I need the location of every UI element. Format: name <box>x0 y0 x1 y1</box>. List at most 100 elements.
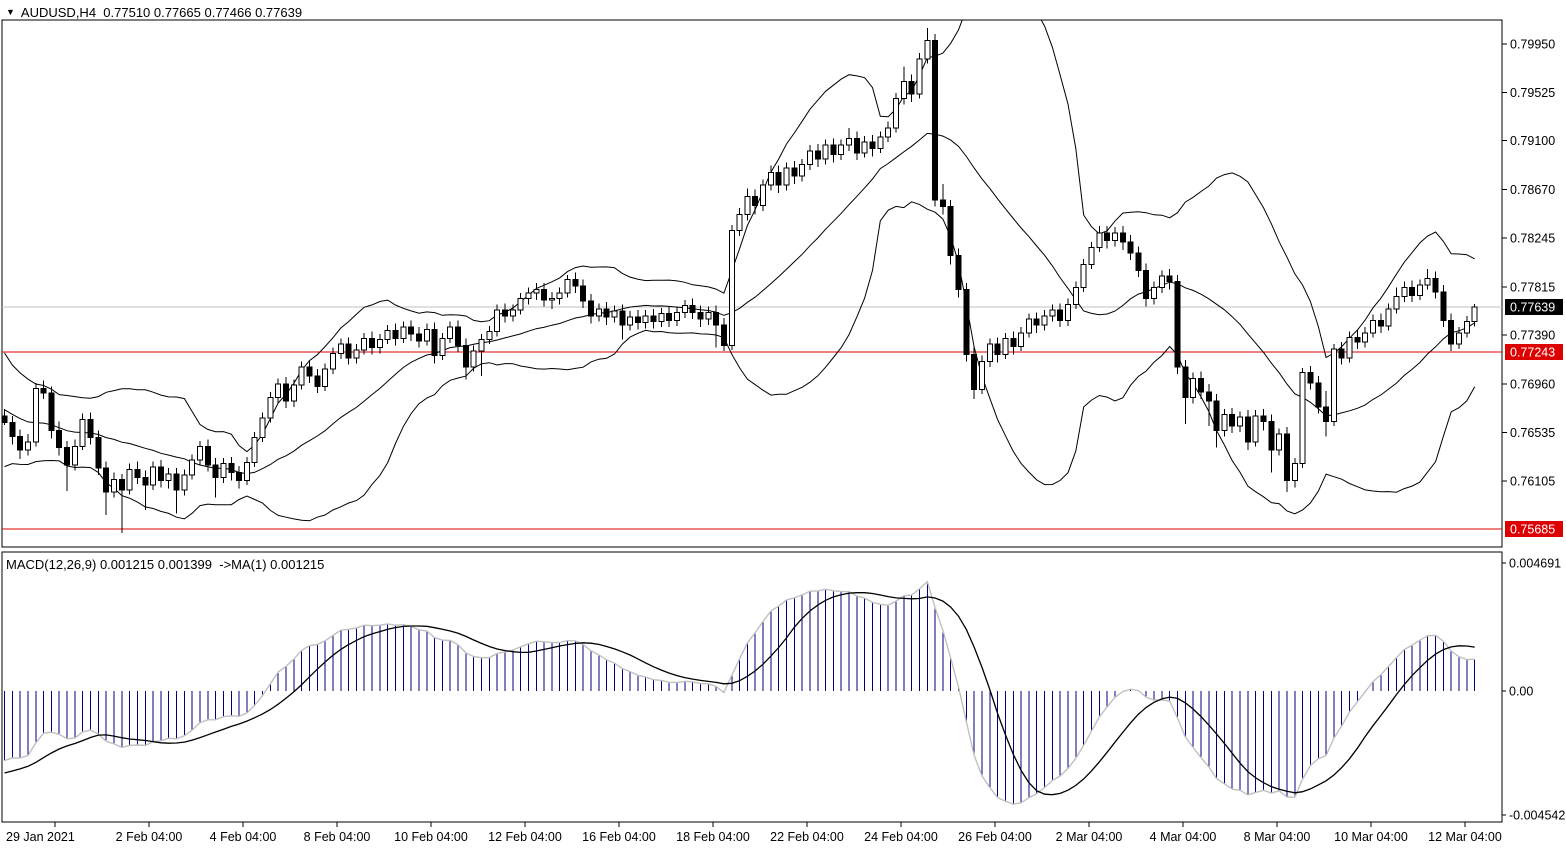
candle-body <box>1393 295 1400 310</box>
candle-body <box>1010 338 1017 347</box>
price-level-badge-text: 0.77639 <box>1510 300 1555 314</box>
candle-body <box>619 310 626 326</box>
price-level-badge-text: 0.75685 <box>1510 523 1555 537</box>
candle-body <box>830 144 837 155</box>
candle-body <box>838 144 845 155</box>
candle-body <box>306 366 313 377</box>
candle-body <box>189 459 196 476</box>
main-chart-panel <box>2 20 1502 533</box>
candle-body <box>1409 286 1416 296</box>
candle-body <box>1424 277 1431 286</box>
price-tick-label: 0.77815 <box>1510 280 1555 294</box>
price-level-badge <box>1505 298 1563 315</box>
candle-body <box>275 383 282 399</box>
price-level-badge <box>1505 521 1563 537</box>
candle-body <box>947 206 954 257</box>
candle-body <box>822 144 829 160</box>
time-tick-label: 16 Feb 04:00 <box>582 830 656 844</box>
candle-body <box>1448 319 1455 345</box>
symbol-label: AUDUSD,H4 <box>20 5 97 20</box>
candle-body <box>369 338 376 349</box>
candle-body <box>666 313 673 321</box>
candle-body <box>1471 306 1478 322</box>
candle-body <box>1221 414 1228 432</box>
candle-body <box>533 289 540 294</box>
candle-body <box>986 343 993 362</box>
candle-body <box>361 338 368 351</box>
macd-signal-label: ->MA(1) <box>215 557 267 572</box>
candle-body <box>760 184 767 206</box>
candle-body <box>236 472 243 482</box>
candle-body <box>110 479 117 493</box>
candle-body <box>2 415 8 424</box>
candle-body <box>908 81 915 95</box>
candle-body <box>1385 308 1392 327</box>
ohlc-readout: 0.77510 0.77665 0.77466 0.77639 <box>103 5 303 20</box>
candle-body <box>439 338 446 357</box>
candle-body <box>415 333 422 342</box>
price-level-badge-text: 0.77243 <box>1510 345 1555 359</box>
candlesticks <box>2 28 1478 533</box>
candle-body <box>541 289 548 301</box>
time-tick-label: 26 Feb 04:00 <box>958 830 1032 844</box>
candle-body <box>689 305 696 313</box>
candle-body <box>853 137 860 154</box>
time-tick-label: 2 Mar 04:00 <box>1056 830 1123 844</box>
candle-body <box>674 311 681 321</box>
macd-axis-label: 0.004691 <box>1509 557 1561 571</box>
candle-body <box>64 447 71 466</box>
macd-label: MACD(12,26,9) <box>6 557 97 572</box>
candle-body <box>501 309 508 317</box>
candle-body <box>877 136 884 150</box>
candle-body <box>1330 348 1337 423</box>
candle-body <box>1237 416 1244 427</box>
candle-body <box>353 349 360 359</box>
candle-body <box>1080 264 1087 288</box>
macd-axis-label: -0.004542 <box>1509 809 1565 823</box>
candle-body <box>720 324 727 346</box>
candle-body <box>1370 319 1376 334</box>
candle-body <box>595 308 602 317</box>
candle-body <box>197 446 203 461</box>
candle-body <box>79 418 86 448</box>
candle-body <box>24 441 31 451</box>
candle-body <box>181 474 188 491</box>
candle-body <box>392 330 399 340</box>
candle-body <box>337 343 344 354</box>
candle-body <box>509 309 516 317</box>
candle-body <box>322 368 329 387</box>
candle-body <box>900 81 907 100</box>
price-tick-label: 0.76105 <box>1510 475 1555 489</box>
candle-body <box>1346 336 1353 359</box>
time-tick-label: 12 Mar 04:00 <box>1428 830 1502 844</box>
candle-body <box>1033 318 1040 326</box>
candle-body <box>1119 232 1126 243</box>
candle-body <box>400 326 407 340</box>
candle-body <box>1440 291 1447 321</box>
candle-body <box>846 137 853 146</box>
candle-body <box>1456 332 1463 345</box>
candle-body <box>525 292 532 300</box>
time-tick-label: 10 Feb 04:00 <box>394 830 468 844</box>
candle-body <box>713 311 720 326</box>
candle-body <box>376 339 383 349</box>
candle-body <box>1354 336 1361 343</box>
candle-body <box>791 167 798 177</box>
time-tick-label: 4 Mar 04:00 <box>1150 830 1217 844</box>
candle-body <box>329 352 336 370</box>
candle-body <box>408 326 415 335</box>
candle-body <box>1197 377 1204 393</box>
candle-body <box>916 58 923 95</box>
candle-body <box>56 430 63 449</box>
price-tick-label: 0.79950 <box>1510 38 1555 52</box>
price-tick-label: 0.78245 <box>1510 231 1555 245</box>
macd-panel-border <box>1 551 1503 823</box>
time-tick-label: 4 Feb 04:00 <box>210 830 277 844</box>
candle-body <box>1111 232 1118 242</box>
candle-body <box>705 311 712 320</box>
price-tick-label: 0.78670 <box>1510 183 1555 197</box>
candle-body <box>588 300 594 317</box>
candle-body <box>1323 406 1330 423</box>
candle-body <box>478 339 485 352</box>
